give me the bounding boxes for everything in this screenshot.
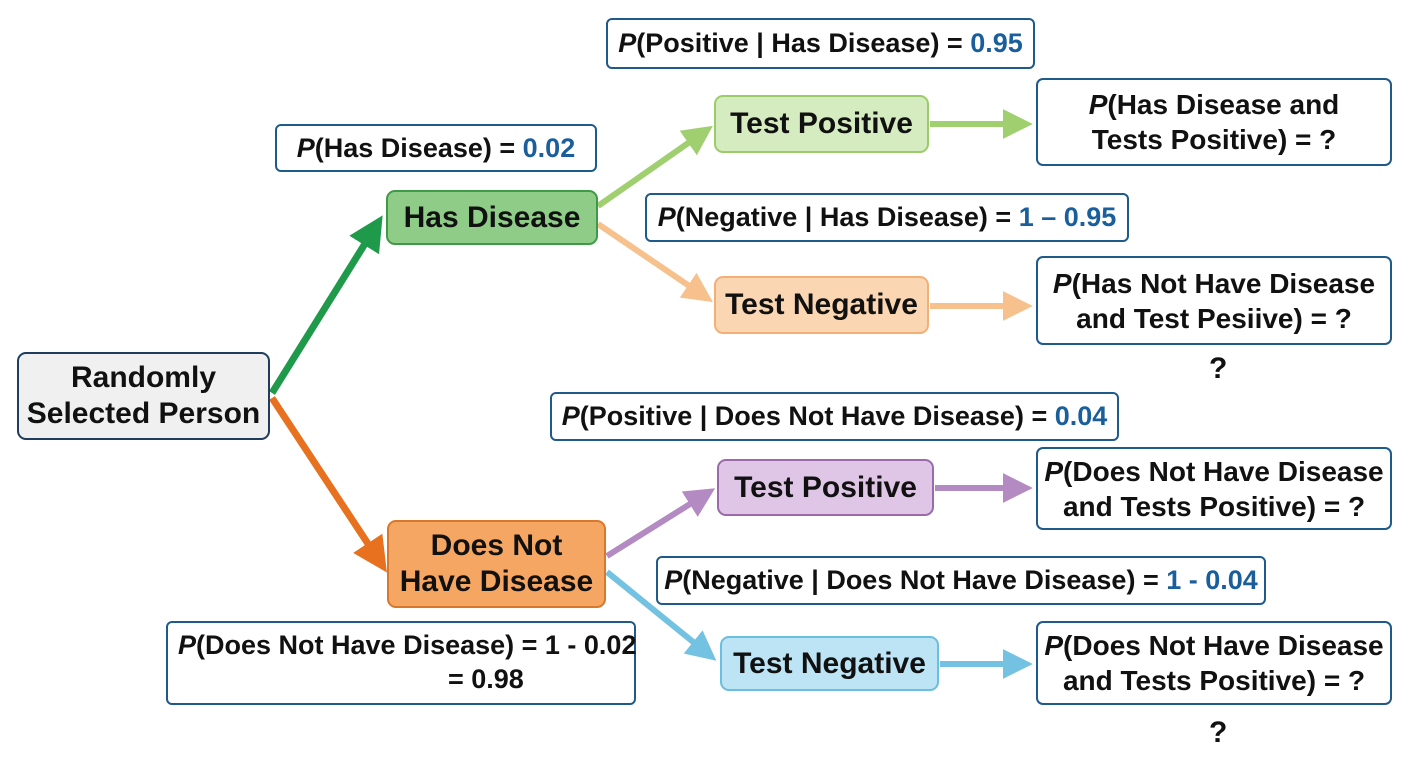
no-disease-line1: Does Not: [430, 529, 563, 562]
prob-text: (Positive | Has Disease) =: [636, 28, 971, 58]
root-node-line1: Randomly: [70, 361, 217, 394]
prob-negative-given-no-disease-label: P (Negative | Does Not Have Disease) = 1 …: [656, 556, 1266, 605]
prob-symbol: P: [296, 132, 315, 163]
result-2-line2: and Test Pesiive) = ?: [1076, 302, 1352, 334]
result-1-line1: P(Has Disease and: [1089, 87, 1340, 122]
prob-symbol: P: [561, 401, 580, 431]
question-mark-2: ?: [1209, 716, 1228, 749]
prob-not-text: (Does Not Have Disease) = 1 - 0.02: [196, 630, 637, 661]
prob-value: 0.95: [970, 28, 1023, 58]
has-disease-label: Has Disease: [403, 200, 581, 234]
prob-symbol: P: [1044, 455, 1064, 487]
result-4-line1: P(Does Not Have Disease: [1044, 628, 1383, 663]
result-3-text1: (Does Not Have Disease: [1063, 455, 1384, 487]
prob-text: (Negative | Has Disease) =: [675, 202, 1019, 232]
no-disease-node: Does Not Have Disease: [387, 520, 606, 608]
prob-symbol: P: [657, 202, 676, 232]
test-negative-label-2: Test Negative: [733, 646, 926, 680]
test-positive-label-1: Test Positive: [730, 107, 913, 140]
arrow-has-disease-to-test-positive: [596, 125, 713, 209]
test-positive-node-1: Test Positive: [714, 95, 929, 153]
prob-positive-given-no-disease-label: P (Positive | Does Not Have Disease) = 0.…: [550, 392, 1119, 441]
result-1-text1: (Has Disease and: [1107, 89, 1340, 120]
result-2-text1: (Has Not Have Disease: [1071, 267, 1376, 299]
arrow-root-to-has-disease: [269, 215, 383, 395]
result-box-4: P(Does Not Have Disease and Tests Positi…: [1036, 621, 1392, 705]
test-positive-node-2: Test Positive: [717, 459, 934, 516]
prob-text: (Positive | Does Not Have Disease) =: [579, 401, 1055, 431]
prob-symbol: P: [1044, 630, 1064, 661]
test-negative-node-2: Test Negative: [720, 636, 939, 691]
arrow-no-disease-to-test-negative: [605, 569, 717, 661]
arrow-has-disease-to-test-negative: [596, 221, 713, 303]
arrow-root-to-no-disease: [269, 396, 387, 573]
prob-negative-given-disease-label: P (Negative | Has Disease) = 1 – 0.95: [645, 193, 1129, 242]
has-disease-node: Has Disease: [386, 190, 598, 245]
prob-value: 0.04: [1054, 401, 1108, 431]
root-node: Randomly Selected Person: [17, 352, 270, 440]
prob-text: (Negative | Does Not Have Disease) =: [682, 565, 1167, 595]
prob-value: 1 – 0.95: [1018, 202, 1117, 232]
prob-value: 1 - 0.04: [1166, 565, 1258, 595]
test-negative-node-1: Test Negative: [714, 276, 929, 334]
arrow-no-disease-to-test-positive: [605, 488, 716, 559]
prob-has-disease-label: P (Has Disease) = 0.02: [275, 124, 597, 172]
result-2-line1: P(Has Not Have Disease: [1053, 266, 1375, 301]
no-disease-line2: Have Disease: [399, 565, 594, 598]
prob-symbol: P: [1052, 267, 1072, 299]
result-3-line2: and Tests Positive) = ?: [1062, 490, 1366, 522]
prob-positive-given-disease-label: P (Positive | Has Disease) = 0.95: [606, 18, 1035, 69]
prob-does-not-have-disease-label: P(Does Not Have Disease) = 1 - 0.02 = 0.…: [166, 621, 636, 705]
result-box-2: P(Has Not Have Disease and Test Pesiive)…: [1036, 256, 1392, 345]
prob-symbol: P: [1088, 89, 1108, 120]
prob-value: 0.02: [522, 132, 576, 163]
prob-not-line1: P(Does Not Have Disease) = 1 - 0.02: [178, 629, 636, 663]
test-negative-label-1: Test Negative: [725, 288, 918, 321]
prob-symbol: P: [618, 28, 637, 58]
prob-text: (Has Disease) =: [314, 132, 523, 163]
result-box-1: P(Has Disease and Tests Positive) = ?: [1036, 78, 1392, 166]
result-1-line2: Tests Positive) = ?: [1091, 124, 1337, 155]
prob-symbol: P: [664, 565, 683, 595]
prob-not-line2: = 0.98: [448, 664, 524, 694]
result-3-line1: P(Does Not Have Disease: [1044, 454, 1383, 489]
result-4-text1: (Does Not Have Disease: [1063, 630, 1384, 661]
result-box-3: P(Does Not Have Disease and Tests Positi…: [1036, 447, 1392, 530]
root-node-line2: Selected Person: [26, 397, 261, 430]
prob-symbol: P: [178, 630, 197, 661]
test-positive-label-2: Test Positive: [734, 470, 917, 504]
result-4-line2: and Tests Positive) = ?: [1062, 665, 1366, 696]
question-mark-1: ?: [1209, 352, 1228, 385]
